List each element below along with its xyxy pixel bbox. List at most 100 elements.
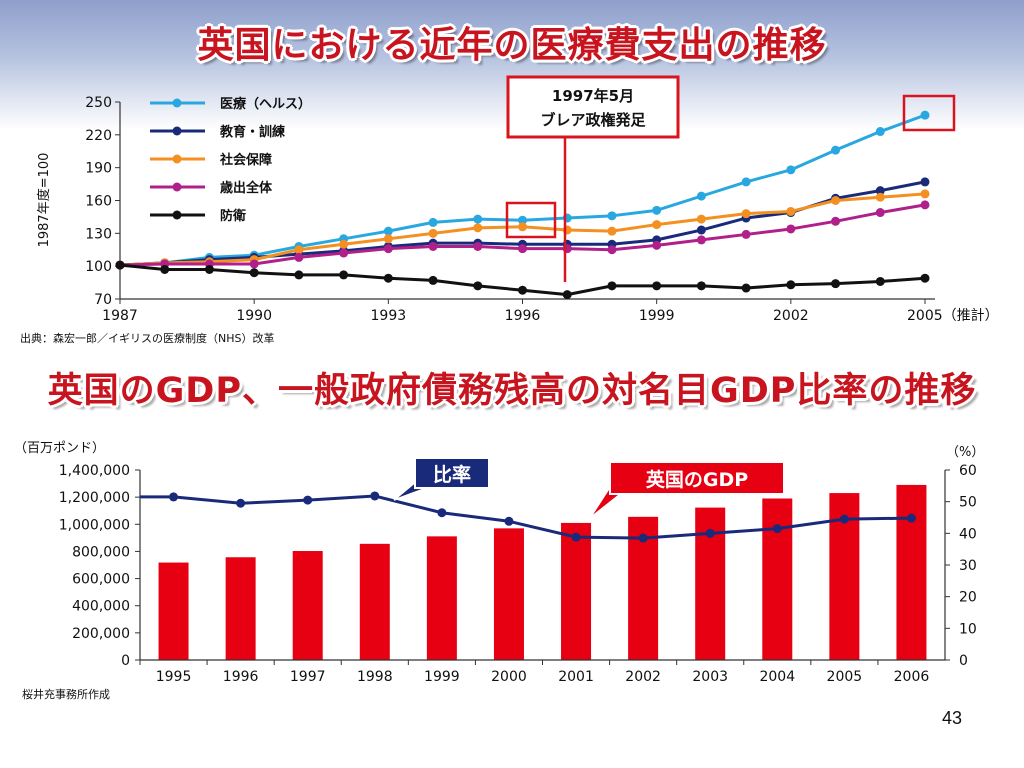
- legend-label: 社会保障: [219, 152, 272, 168]
- data-point: [518, 222, 527, 232]
- y-tick-label: 0: [121, 653, 130, 669]
- data-point: [875, 127, 885, 137]
- ratio-point: [705, 528, 715, 538]
- data-point: [786, 280, 796, 290]
- callout-gdp-label: 英国のGDP: [646, 468, 748, 491]
- data-point: [383, 244, 393, 254]
- data-point: [831, 279, 841, 289]
- data-point: [249, 268, 259, 278]
- ratio-line: [140, 494, 912, 540]
- chart2-title: 英国のGDP、一般政府債務残高の対名目GDP比率の推移: [47, 371, 977, 411]
- data-point: [607, 281, 617, 291]
- data-point: [831, 216, 841, 226]
- data-point: [920, 189, 930, 199]
- x-tick-label: 1999: [424, 669, 460, 685]
- data-point: [383, 226, 393, 236]
- data-point: [920, 273, 930, 283]
- data-point: [652, 220, 662, 230]
- y-tick-label: 1,400,000: [59, 463, 130, 479]
- x-tick-label: 2006: [894, 669, 930, 685]
- data-point: [294, 252, 304, 262]
- x-tick-label: 2005: [827, 669, 863, 685]
- data-point: [696, 191, 706, 201]
- x-tick-label: 1995: [156, 669, 192, 685]
- chart2-axes: 0 200,000 400,000 600,000 800,000 1,000,000 1,…: [14, 441, 984, 685]
- data-point: [518, 244, 527, 254]
- legend-label: 防衛: [220, 208, 246, 224]
- legend-label: 歳出全体: [220, 180, 273, 196]
- data-point: [473, 281, 483, 291]
- data-point: [875, 186, 885, 196]
- data-point: [607, 211, 617, 221]
- data-point: [339, 270, 349, 280]
- x-tick-label: 1996: [505, 308, 541, 324]
- y-tick-label: 200,000: [72, 626, 130, 642]
- ratio-point: [772, 524, 782, 534]
- chart1-source: 出典：森宏一郎／イギリスの医療制度（NHS）改革: [20, 332, 275, 345]
- data-point: [339, 239, 349, 249]
- data-point: [875, 276, 885, 286]
- x-tick-label: 1998: [357, 669, 393, 685]
- ratio-point: [638, 533, 648, 543]
- y2-axis-label: （%）: [946, 445, 984, 460]
- chart1-series: [115, 110, 930, 300]
- y-tick-label: 400,000: [72, 599, 130, 615]
- page-number: 43: [941, 708, 962, 728]
- data-point: [652, 281, 662, 291]
- data-point: [294, 270, 304, 280]
- ratio-point: [169, 492, 179, 502]
- data-point: [696, 225, 706, 235]
- data-point: [696, 281, 706, 291]
- data-point: [875, 192, 885, 202]
- x-tick-label: 1990: [236, 308, 272, 324]
- gdp-bar: [493, 528, 524, 660]
- data-point: [383, 273, 393, 283]
- ratio-point: [303, 495, 313, 505]
- x-tick-label: 2002: [625, 669, 661, 685]
- callout-ratio-label: 比率: [433, 463, 471, 486]
- data-point: [786, 206, 796, 216]
- y-tick-label: 160: [85, 194, 112, 210]
- chart2-ratio-line: [140, 491, 916, 543]
- data-point: [920, 110, 930, 120]
- legend-marker: [172, 210, 182, 220]
- annotation-line2: ブレア政権発足: [540, 111, 646, 129]
- data-point: [741, 209, 751, 219]
- data-point: [518, 215, 527, 225]
- y2-tick-label: 20: [959, 590, 977, 606]
- y-tick-label: 190: [85, 161, 112, 177]
- annotation-box: [506, 75, 680, 139]
- x-tick-label: 1997: [290, 669, 326, 685]
- data-point: [786, 165, 796, 175]
- y2-tick-label: 50: [959, 495, 977, 511]
- data-point: [473, 223, 483, 233]
- data-point: [607, 226, 617, 236]
- gdp-bar: [359, 543, 390, 660]
- data-point: [428, 241, 438, 251]
- data-point: [249, 259, 259, 269]
- highlight-box-1996: [505, 201, 557, 239]
- ratio-point: [236, 498, 246, 508]
- y-tick-label: 1,200,000: [59, 490, 130, 506]
- ratio-point: [370, 491, 380, 501]
- ratio-point: [571, 532, 581, 542]
- data-point: [294, 245, 304, 255]
- y2-tick-label: 30: [959, 558, 977, 574]
- x-tick-label: 2004: [759, 669, 795, 685]
- x-tick-label: 2000: [491, 669, 527, 685]
- chart1-annotation: 1997年5月 ブレア政権発足: [505, 75, 956, 282]
- legend-marker: [172, 154, 182, 164]
- data-point: [204, 264, 214, 274]
- data-point: [562, 290, 572, 300]
- legend-marker: [172, 182, 182, 192]
- data-point: [473, 214, 483, 224]
- data-point: [920, 200, 930, 210]
- y-tick-label: 130: [85, 226, 112, 242]
- highlight-box-2005: [902, 94, 956, 132]
- data-point: [339, 248, 349, 258]
- gdp-bar: [292, 551, 323, 660]
- x-tick-label: 2005（推計）: [907, 308, 999, 324]
- data-point: [831, 196, 841, 205]
- legend-label: 医療（ヘルス）: [220, 96, 311, 112]
